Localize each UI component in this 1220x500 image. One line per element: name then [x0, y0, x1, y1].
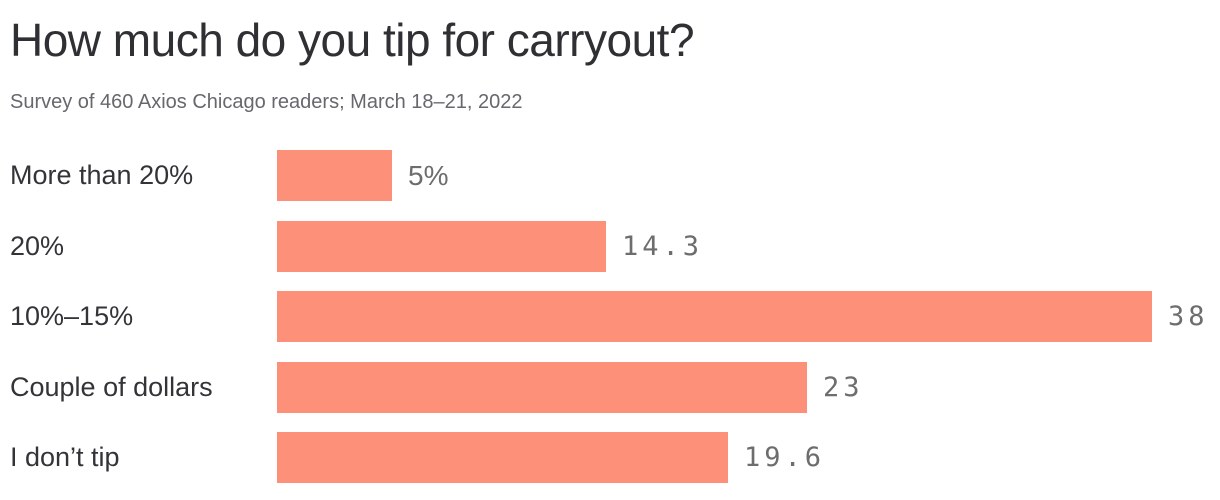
category-label: Couple of dollars [10, 371, 213, 402]
bar [277, 432, 728, 483]
value-label: 5% [408, 159, 449, 191]
category-label: 10%–15% [10, 301, 134, 331]
value-label: 38 [1168, 301, 1209, 332]
bar [277, 361, 807, 413]
value-label: 14.3 [622, 230, 704, 262]
chart-subtitle: Survey of 460 Axios Chicago readers; Mar… [10, 91, 523, 113]
category-label: 20% [10, 230, 65, 261]
bar [277, 291, 1152, 342]
category-label: I don’t tip [10, 442, 120, 472]
bar-row: More than 20% 5% [10, 150, 1220, 201]
category-label: More than 20% [10, 160, 194, 190]
value-label: 19.6 [744, 442, 826, 473]
bar [277, 150, 392, 201]
bar-row: I don’t tip 19.6 [10, 432, 1220, 483]
bar-chart: More than 20% 5% 20% 14.3 10%–15% 38 Couple of… [10, 150, 1220, 483]
bar-row: 20% 14.3 [10, 220, 1220, 272]
value-label: 23 [823, 371, 864, 403]
bar-row: 10%–15% 38 [10, 291, 1220, 342]
chart-title: How much do you tip for carryout? [10, 14, 695, 66]
bar [277, 220, 606, 272]
bar-row: Couple of dollars 23 [10, 361, 1220, 413]
